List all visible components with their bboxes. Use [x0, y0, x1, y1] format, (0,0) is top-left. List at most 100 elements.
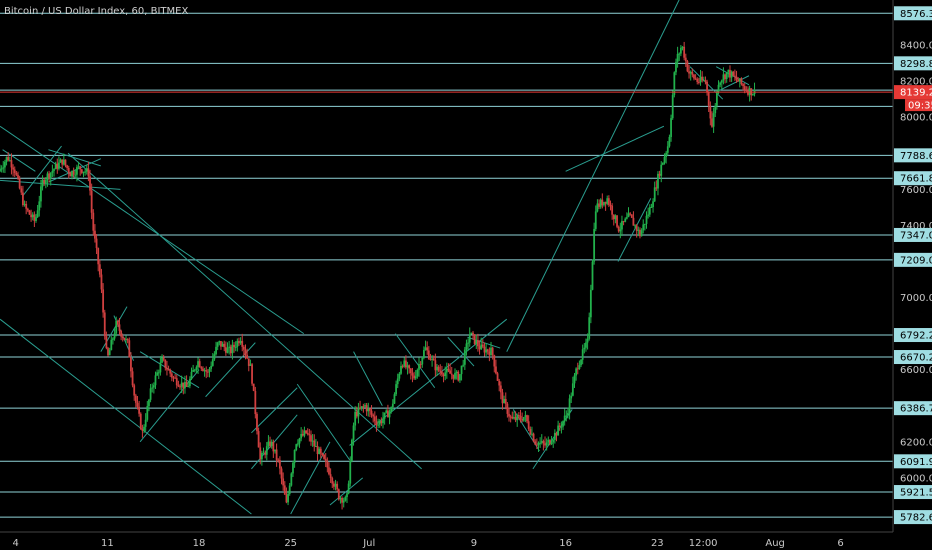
candle-body [738, 78, 741, 82]
candle-body [267, 441, 270, 447]
x-axis[interactable]: 4 11 18 25 Jul 9 16 23 12:00 Aug 6 [0, 531, 932, 550]
candle-body [341, 497, 343, 503]
candle-body [337, 489, 340, 500]
level-label: 7347.08 [900, 230, 932, 241]
candle-body [580, 359, 582, 366]
candle-body [483, 346, 486, 353]
candle-body [48, 173, 51, 179]
candle-body [369, 408, 371, 411]
candle-body [139, 413, 142, 430]
candle-body [372, 414, 375, 417]
candle-body [170, 373, 173, 378]
candle-body [59, 159, 62, 163]
candle-body [82, 171, 85, 173]
candle-body [321, 453, 324, 455]
candle-body [13, 169, 16, 173]
candle-body [485, 349, 488, 353]
candle-body [359, 407, 361, 409]
candle-body [503, 399, 506, 404]
candle-body [740, 78, 743, 85]
candle-body [660, 164, 663, 176]
candle-body [552, 439, 555, 443]
candle-body [553, 432, 556, 440]
candle-body [437, 366, 440, 371]
candle-body [290, 473, 293, 486]
y-tick-label: 6200.00 [900, 437, 932, 448]
candle-body [246, 354, 249, 359]
y-tick-label: 7600.00 [900, 185, 932, 196]
candle-body [41, 179, 44, 187]
candle-body [747, 90, 749, 95]
candle-body [709, 105, 712, 119]
trend-line [565, 125, 665, 172]
candle-body [724, 74, 726, 79]
level-label: 6670.25 [900, 353, 932, 364]
candle-body [221, 343, 224, 347]
candle-body [488, 351, 491, 356]
candle-body [617, 226, 620, 232]
candle-body [292, 462, 294, 474]
candle-body [100, 274, 103, 290]
candle-body [611, 205, 614, 215]
x-tick-label: 9 [471, 538, 477, 549]
candle-body [432, 358, 435, 361]
candle-body [722, 74, 725, 81]
candle-body [609, 204, 612, 206]
level-label-background [894, 171, 932, 186]
candle-body [714, 105, 717, 114]
candle-body [349, 460, 352, 484]
trend-line [329, 477, 364, 506]
candle-body [524, 415, 527, 418]
candle-body [688, 71, 690, 74]
candle-body [152, 385, 155, 388]
candle-body [352, 425, 355, 440]
candle-body [498, 380, 501, 386]
candle-body [463, 349, 466, 365]
candle-body [95, 238, 98, 249]
candle-body [316, 445, 319, 454]
candle-body [5, 157, 8, 162]
candle-body [529, 428, 532, 435]
candle-body [496, 373, 499, 381]
candle-body [260, 452, 263, 460]
candle-body [25, 203, 28, 209]
candle-body [251, 364, 253, 384]
extra-level-lines [0, 89, 893, 107]
candle-body [549, 439, 551, 445]
candle-body [377, 424, 379, 426]
candle-body [185, 381, 188, 387]
candle-body [419, 364, 422, 366]
candle-body [694, 78, 697, 80]
candle-body [637, 229, 640, 231]
level-label: 6792.22 [900, 331, 932, 342]
candle-body [526, 415, 528, 422]
candle-body [20, 188, 23, 193]
candle-body [411, 373, 414, 376]
candle-body [72, 171, 75, 175]
candle-body [491, 347, 494, 356]
candle-body [188, 378, 191, 387]
candle-body [684, 57, 687, 62]
candle-body [213, 354, 216, 360]
y-axis[interactable]: 8400.00 8200.00 8000.00 7600.00 7400.00 7000.… [892, 0, 932, 550]
candle-body [115, 320, 118, 334]
candle-body [164, 359, 167, 368]
candle-body [84, 171, 87, 173]
candle-body [555, 432, 558, 436]
trend-line [21, 145, 62, 197]
trend-line [48, 149, 101, 167]
candle-body [177, 385, 180, 387]
chart-title: Bitcoin / US Dollar Index, 60, BITMEX [4, 6, 188, 17]
candle-body [53, 169, 55, 171]
level-label-background [894, 227, 932, 242]
candle-body [324, 458, 327, 462]
candle-body [49, 172, 52, 179]
candle-body [123, 337, 126, 340]
candle-body [332, 483, 335, 487]
trend-line [617, 198, 652, 262]
level-label: 5921.55 [900, 488, 932, 499]
candle-body [720, 80, 723, 83]
